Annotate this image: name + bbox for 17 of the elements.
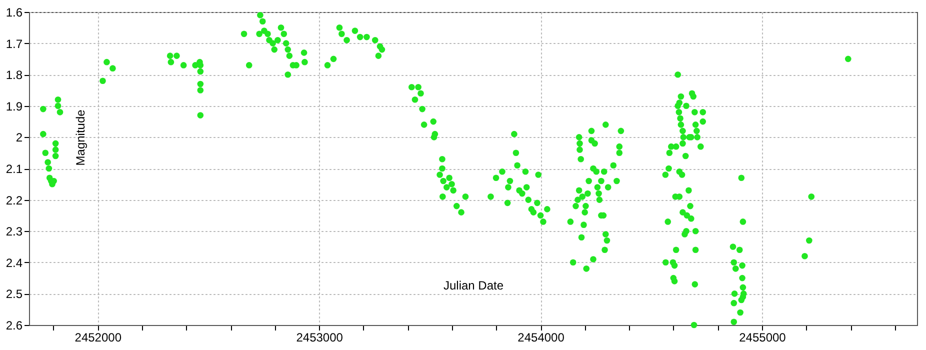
x-axis-title: Julian Date	[443, 278, 504, 292]
y-tick-label: 2	[16, 130, 23, 145]
y-axis-title: Magnitude	[74, 109, 88, 166]
y-tick-label: 2.6	[6, 318, 23, 332]
y-tick-label: 1.7	[6, 36, 23, 51]
x-tick-label: 2455000	[739, 330, 786, 344]
y-tick-label: 2.3	[6, 224, 23, 239]
y-tick-label: 2.2	[6, 193, 23, 208]
y-tick-label: 2.5	[6, 287, 23, 302]
y-tick-label: 2.1	[6, 162, 23, 176]
x-tick-label: 2453000	[296, 330, 344, 344]
x-tick-label: 2454000	[518, 330, 565, 344]
y-tick-label: 1.6	[6, 6, 23, 20]
y-tick-label: 1.8	[6, 68, 23, 82]
x-tick-label: 2452000	[74, 330, 122, 344]
y-tick-label: 2.4	[6, 256, 23, 270]
y-tick-label: 1.9	[6, 99, 23, 114]
